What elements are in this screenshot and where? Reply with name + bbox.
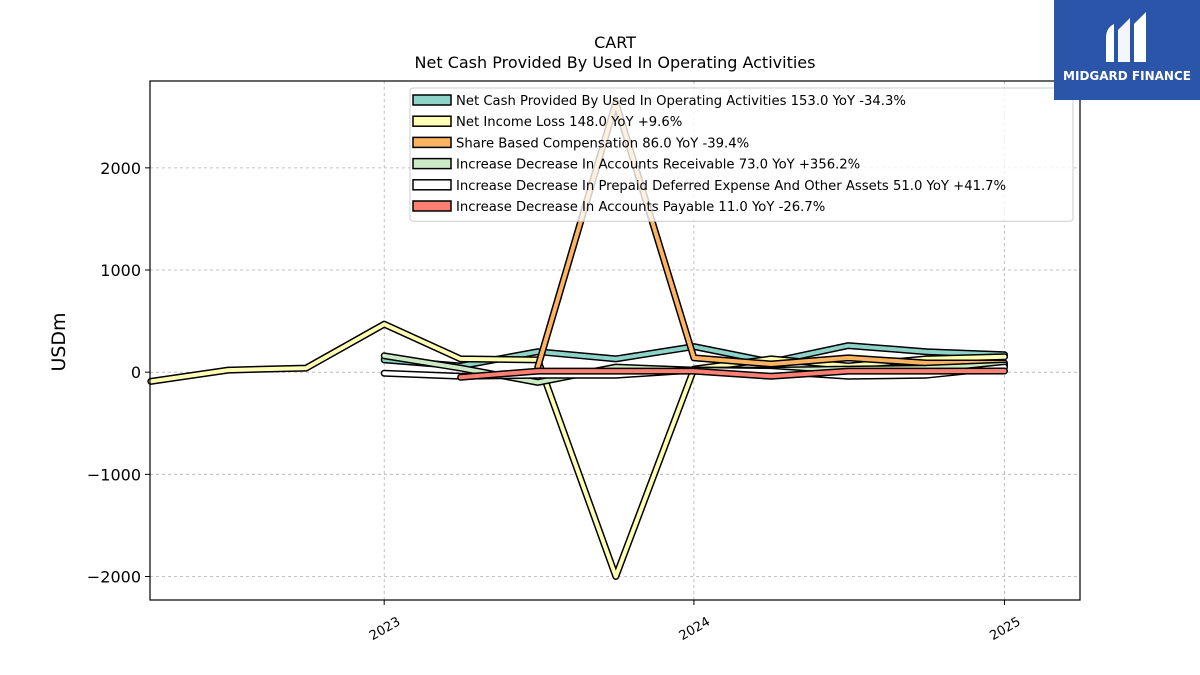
legend-box [409, 87, 1074, 222]
series-1 [147, 320, 1008, 580]
legend-swatch [412, 115, 452, 127]
y-tick-label: 0 [131, 363, 141, 382]
legend-entry: Net Cash Provided By Used In Operating A… [456, 94, 906, 109]
x-tick-label: 2025 [987, 614, 1023, 644]
midgard-logo-icon [1106, 12, 1146, 62]
y-tick-label: −1000 [87, 465, 141, 484]
brand-name: MIDGARD FINANCE [1063, 69, 1191, 83]
y-axis-label: USDm [48, 312, 70, 371]
legend-swatch [412, 136, 452, 149]
series-line [148, 322, 1007, 579]
series-line [458, 369, 1007, 380]
legend-entry: Share Based Compensation 86.0 YoY -39.4% [456, 136, 749, 151]
x-tick-label: 2023 [367, 614, 403, 644]
legend-swatch [412, 179, 452, 191]
legend: Net Cash Provided By Used In Operating A… [409, 87, 1074, 222]
y-tick-label: 2000 [100, 159, 141, 178]
plot-frame [149, 80, 1081, 601]
series-5 [457, 367, 1008, 381]
legend-entry: Increase Decrease In Accounts Receivable… [456, 158, 860, 173]
brand-logo: MIDGARD FINANCE [1054, 0, 1200, 100]
legend-entry: Increase Decrease In Accounts Payable 11… [456, 200, 825, 215]
legend-swatch [412, 94, 452, 106]
legend-swatch [412, 200, 452, 212]
legend-swatch [412, 157, 452, 170]
legend-entry: Increase Decrease In Prepaid Deferred Ex… [456, 179, 1006, 194]
chart-subtitle: Net Cash Provided By Used In Operating A… [415, 53, 816, 72]
y-tick-label: −2000 [87, 568, 141, 587]
y-tick-label: 1000 [100, 261, 141, 280]
legend-entry: Net Income Loss 148.0 YoY +9.6% [456, 115, 682, 130]
series-layer [147, 99, 1008, 580]
chart-title: CART [594, 33, 636, 52]
x-tick-label: 2024 [677, 614, 713, 644]
